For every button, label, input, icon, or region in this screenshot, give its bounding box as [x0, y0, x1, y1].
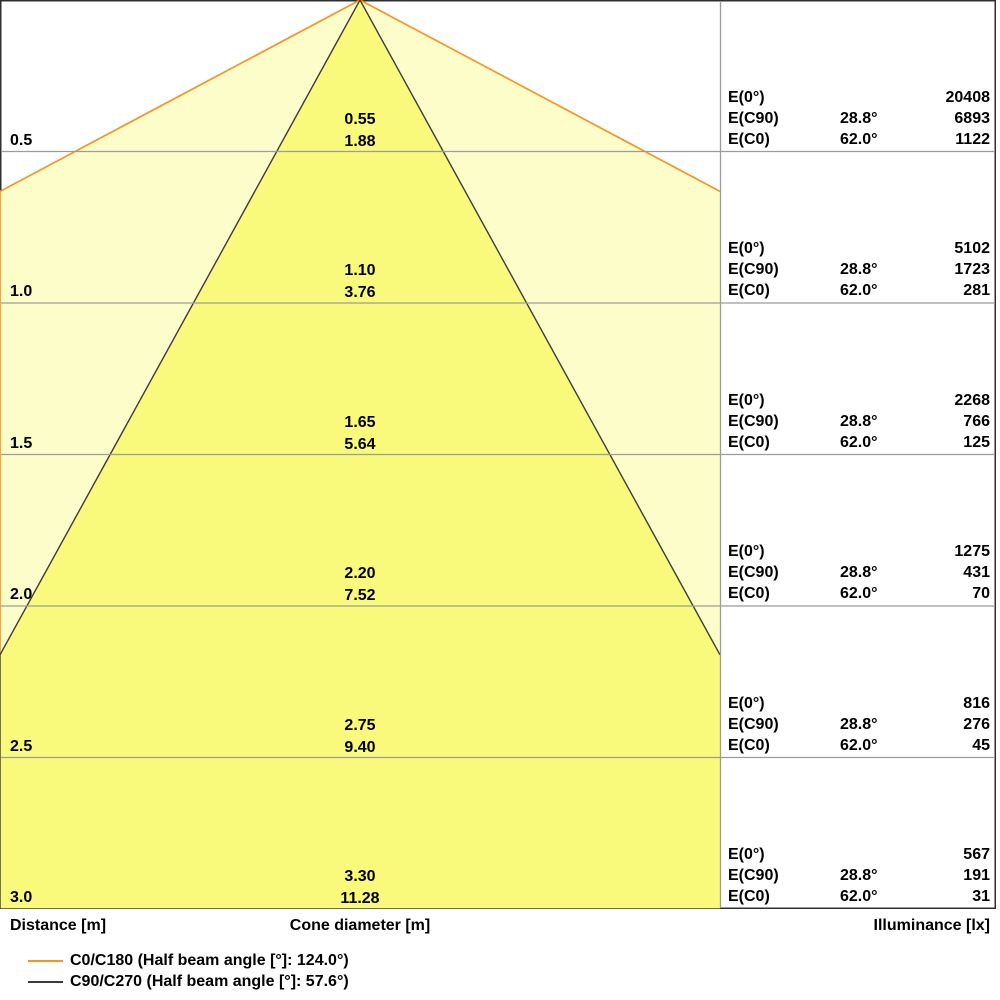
ec0-value: 125 — [963, 433, 990, 451]
cone-diameter-c0: 7.52 — [344, 587, 376, 604]
cone-diameter-c90: 0.55 — [344, 110, 376, 128]
e0-value: 20408 — [945, 88, 991, 106]
illuminance-cell: E(0°) 567 E(C90) 28.8° 191 E(C0) 62.0° 31 — [720, 844, 996, 907]
ec0-label: E(C0) — [728, 736, 770, 754]
ec0-angle: 62.0° — [840, 433, 878, 451]
ec0-label: E(C0) — [728, 433, 770, 451]
ec0-angle: 62.0° — [840, 888, 878, 905]
distance-axis-label: Distance [m] — [10, 917, 107, 934]
cone-diameter-c90: 1.65 — [344, 413, 376, 431]
legend-line-c0 — [28, 960, 63, 962]
ec90-value: 6893 — [954, 109, 990, 127]
cone-diameter-c0: 1.88 — [344, 132, 376, 150]
ec90-label: E(C90) — [728, 715, 779, 733]
c0-cone-outline — [0, 0, 721, 909]
cone-diameter-c90: 1.10 — [344, 262, 376, 279]
cone-diameter-axis-label: Cone diameter [m] — [289, 917, 431, 934]
cone-diameter-c0: 9.40 — [344, 738, 376, 756]
cone-diameter-c0: 11.28 — [340, 890, 380, 907]
ec0-label: E(C0) — [728, 282, 770, 299]
ec0-value: 45 — [972, 736, 990, 754]
ec0-label: E(C0) — [728, 585, 770, 602]
ec90-angle: 28.8° — [840, 109, 878, 127]
cone-diameter-labels: 1.10 3.76 — [210, 260, 510, 304]
ec90-label: E(C90) — [728, 564, 779, 581]
ec0-label: E(C0) — [728, 130, 770, 148]
illuminance-cell: E(0°) 20408 E(C90) 28.8° 6893 E(C0) 62.0° 112… — [720, 87, 996, 150]
e0-label: E(0°) — [728, 694, 765, 712]
ec90-label: E(C90) — [728, 261, 779, 278]
ec90-angle: 28.8° — [840, 715, 878, 733]
cone-diameter-labels: 0.55 1.88 — [210, 109, 510, 153]
ec90-angle: 28.8° — [840, 412, 878, 430]
distance-label: 2.0 — [10, 586, 33, 603]
ec0-value: 31 — [972, 888, 990, 905]
cone-diameter-c90: 2.20 — [344, 565, 376, 582]
e0-value: 816 — [963, 694, 990, 712]
illuminance-cell: E(0°) 2268 E(C90) 28.8° 766 E(C0) 62.0° 125 — [720, 390, 996, 453]
e0-value: 567 — [963, 846, 990, 863]
ec0-angle: 62.0° — [840, 736, 878, 754]
ec90-value: 766 — [963, 412, 990, 430]
cone-diagram — [0, 0, 996, 909]
distance-label: 3.0 — [10, 889, 33, 906]
ec0-value: 1122 — [955, 130, 990, 148]
legend-label-c0: C0/C180 (Half beam angle [°]: 124.0°) — [70, 952, 349, 969]
legend-label-c90: C90/C270 (Half beam angle [°]: 57.6°) — [70, 973, 349, 990]
distance-label: 1.5 — [10, 434, 33, 452]
ec0-angle: 62.0° — [840, 585, 878, 602]
cone-diameter-c90: 3.30 — [344, 868, 376, 885]
e0-label: E(0°) — [728, 88, 765, 106]
distance-label: 2.5 — [10, 737, 33, 755]
e0-value: 1275 — [954, 543, 990, 560]
legend-line-c90 — [28, 981, 63, 983]
ec0-angle: 62.0° — [840, 130, 878, 148]
e0-value: 5102 — [954, 240, 990, 257]
distance-gridlines — [1, 150, 995, 759]
distance-label: 0.5 — [10, 131, 33, 149]
ec90-angle: 28.8° — [840, 261, 878, 278]
e0-label: E(0°) — [728, 391, 765, 409]
illuminance-axis-label: Illuminance [lx] — [873, 917, 990, 934]
ec90-angle: 28.8° — [840, 564, 878, 581]
ec90-label: E(C90) — [728, 412, 779, 430]
illuminance-cell: E(0°) 816 E(C90) 28.8° 276 E(C0) 62.0° 45 — [720, 693, 996, 756]
cone-diameter-labels: 1.65 5.64 — [210, 412, 510, 456]
c90-cone-outline — [0, 0, 721, 909]
illuminance-cell: E(0°) 1275 E(C90) 28.8° 431 E(C0) 62.0° 70 — [720, 541, 996, 604]
cone-diameter-c0: 5.64 — [344, 435, 376, 453]
illuminance-cell: E(0°) 5102 E(C90) 28.8° 1723 E(C0) 62.0° 281 — [720, 238, 996, 301]
distance-label: 1.0 — [10, 283, 33, 300]
ec90-value: 1723 — [954, 261, 990, 278]
ec90-value: 276 — [963, 715, 990, 733]
ec90-value: 191 — [963, 867, 990, 884]
cone-diameter-labels: 2.75 9.40 — [210, 715, 510, 759]
ec90-label: E(C90) — [728, 109, 779, 127]
ec0-value: 281 — [963, 282, 990, 299]
cone-diameter-c0: 3.76 — [344, 284, 376, 301]
ec0-angle: 62.0° — [840, 282, 878, 299]
e0-label: E(0°) — [728, 543, 765, 560]
ec0-label: E(C0) — [728, 888, 770, 905]
cone-diameter-c90: 2.75 — [344, 716, 376, 734]
ec0-value: 70 — [972, 585, 990, 602]
cone-diameter-labels: 2.20 7.52 — [210, 563, 510, 607]
cone-diameter-labels: 3.30 11.28 — [210, 866, 510, 910]
ec90-value: 431 — [963, 564, 990, 581]
e0-label: E(0°) — [728, 846, 765, 863]
ec90-label: E(C90) — [728, 867, 779, 884]
ec90-angle: 28.8° — [840, 867, 878, 884]
e0-value: 2268 — [954, 391, 990, 409]
e0-label: E(0°) — [728, 240, 765, 257]
